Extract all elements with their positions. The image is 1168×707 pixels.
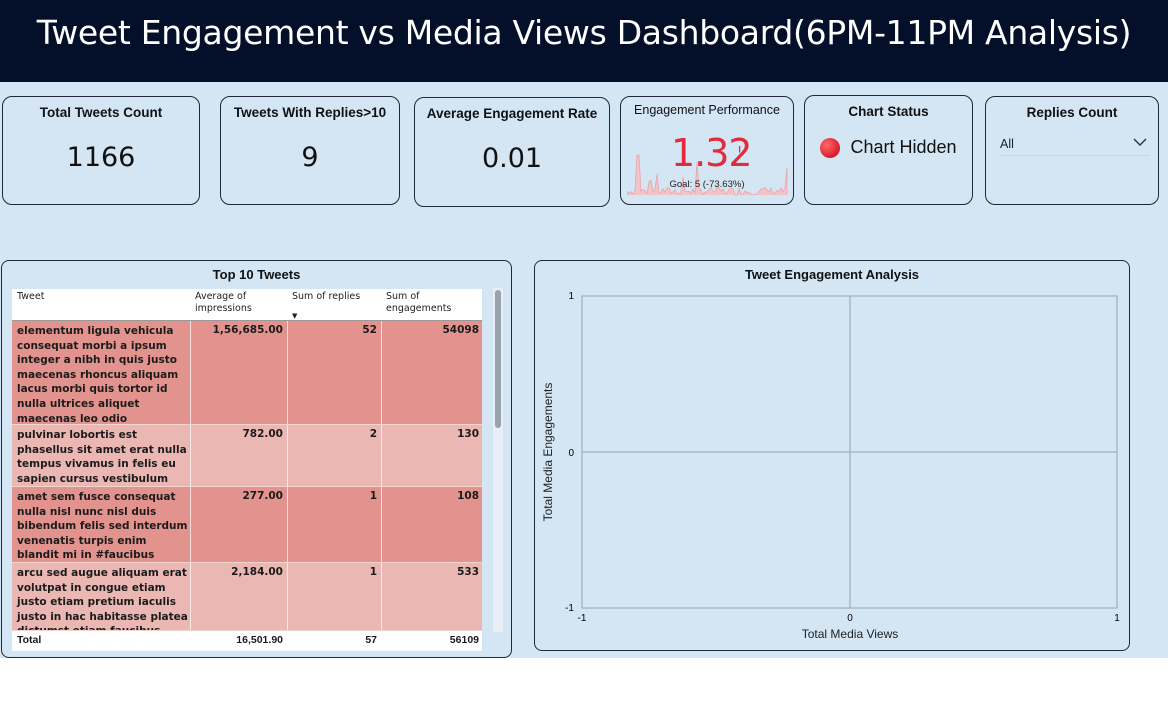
column-separator: [381, 487, 382, 562]
column-header-impressions[interactable]: Average of impressions: [195, 291, 252, 314]
engagement-performance-card[interactable]: Engagement Performance 1.32 ! Goal: 5 (-…: [620, 96, 794, 205]
x-axis-label: Total Media Views: [802, 627, 899, 641]
cell-engagements: 54098: [442, 324, 479, 336]
column-separator: [190, 487, 191, 562]
total-tweets-title: Total Tweets Count: [39, 105, 163, 120]
chart-status-title: Chart Status: [848, 104, 929, 119]
totals-replies: 57: [365, 634, 377, 646]
chart-status-card[interactable]: Chart Status Chart Hidden: [804, 95, 973, 205]
top-tweets-table: Tweet Average of impressions ▼ Sum of re…: [12, 289, 482, 651]
average-engagement-title: Average Engagement Rate: [426, 106, 598, 121]
chart-status-text: Chart Hidden: [850, 137, 957, 157]
cell-impressions: 2,184.00: [231, 566, 283, 578]
chevron-down-icon[interactable]: [1132, 135, 1148, 152]
y-tick-label: -1: [565, 603, 574, 614]
status-dot-icon: [820, 137, 841, 158]
engagement-analysis-panel: Tweet Engagement Analysis: [534, 260, 1130, 651]
engagement-performance-value: 1.32: [671, 131, 753, 175]
cell-replies: 2: [369, 428, 377, 440]
column-separator: [381, 563, 382, 630]
engagement-goal-text: Goal: 5 (-73.63%): [669, 179, 745, 190]
replies-count-dropdown[interactable]: All: [1000, 137, 1150, 156]
total-tweets-value: 1166: [66, 142, 136, 173]
column-separator: [287, 425, 288, 486]
cell-replies: 1: [369, 490, 377, 502]
y-axis-label: Total Media Engagements: [541, 383, 555, 522]
table-row[interactable]: arcu sed augue aliquam erat volutpat in …: [12, 563, 482, 631]
column-header-engagements[interactable]: Sum of engagements: [386, 291, 452, 314]
scatter-title: Tweet Engagement Analysis: [744, 267, 920, 282]
scrollbar-thumb[interactable]: [495, 290, 501, 428]
cell-impressions: 782.00: [242, 428, 283, 440]
tweets-with-replies-card[interactable]: Tweets With Replies>10 9: [220, 96, 400, 205]
top-tweets-panel: Top 10 Tweets Tweet Average of impressio…: [1, 260, 512, 658]
cell-tweet: elementum ligula vehicula consequat morb…: [17, 325, 179, 425]
engagement-warning-icon: !: [737, 145, 743, 160]
top-tweets-title: Top 10 Tweets: [212, 267, 301, 282]
cell-replies: 1: [369, 566, 377, 578]
cell-replies: 52: [362, 324, 377, 336]
totals-impressions: 16,501.90: [236, 634, 283, 646]
column-separator: [287, 563, 288, 630]
cell-engagements: 130: [457, 428, 479, 440]
engagement-performance-title: Engagement Performance: [634, 103, 780, 117]
cell-impressions: 1,56,685.00: [212, 324, 283, 336]
column-separator: [287, 487, 288, 562]
cell-engagements: 108: [457, 490, 479, 502]
table-scrollbar[interactable]: [493, 288, 503, 632]
replies-count-selected: All: [1000, 137, 1014, 151]
x-tick-label: -1: [578, 613, 587, 624]
cell-tweet: arcu sed augue aliquam erat volutpat in …: [17, 567, 188, 630]
cell-tweet: pulvinar lobortis est phasellus sit amet…: [17, 429, 187, 485]
column-header-tweet[interactable]: Tweet: [17, 291, 45, 302]
y-tick-label: 0: [568, 448, 574, 459]
cell-engagements: 533: [457, 566, 479, 578]
table-row[interactable]: pulvinar lobortis est phasellus sit amet…: [12, 425, 482, 487]
table-header: Tweet Average of impressions ▼ Sum of re…: [12, 289, 482, 321]
x-tick-label: 1: [1114, 613, 1120, 624]
table-body: elementum ligula vehicula consequat morb…: [12, 321, 482, 631]
dashboard-title: Tweet Engagement vs Media Views Dashboar…: [36, 13, 1132, 52]
average-engagement-value: 0.01: [481, 143, 543, 174]
column-separator: [287, 321, 288, 424]
column-separator: [381, 321, 382, 424]
replies-count-slicer[interactable]: Replies Count All: [985, 96, 1159, 205]
cell-impressions: 277.00: [242, 490, 283, 502]
totals-label: Total: [17, 634, 42, 646]
column-separator: [190, 425, 191, 486]
cell-tweet: amet sem fusce consequat nulla nisl nunc…: [17, 491, 188, 562]
y-tick-label: 1: [568, 291, 574, 302]
column-separator: [190, 563, 191, 630]
dashboard-header: Tweet Engagement vs Media Views Dashboar…: [0, 0, 1168, 82]
totals-engagements: 56109: [449, 634, 479, 646]
replies-count-title: Replies Count: [1026, 105, 1118, 120]
tweets-with-replies-value: 9: [301, 142, 319, 173]
tweets-with-replies-title: Tweets With Replies>10: [233, 105, 387, 120]
table-row[interactable]: amet sem fusce consequat nulla nisl nunc…: [12, 487, 482, 563]
x-tick-label: 0: [847, 613, 853, 624]
engagement-sparkline: [627, 154, 788, 196]
table-totals-row: Total 16,501.90 57 56109: [12, 631, 482, 649]
total-tweets-card[interactable]: Total Tweets Count 1166: [2, 96, 200, 205]
table-row[interactable]: elementum ligula vehicula consequat morb…: [12, 321, 482, 425]
chart-status-row: Chart Hidden: [805, 137, 972, 158]
average-engagement-card[interactable]: Average Engagement Rate 0.01: [414, 97, 610, 207]
scatter-chart[interactable]: 1 0 -1 -1 0 1 Total Media Views Total Me…: [534, 260, 1130, 651]
column-separator: [381, 425, 382, 486]
column-separator: [190, 321, 191, 424]
column-header-replies[interactable]: Sum of replies: [292, 291, 361, 302]
sort-descending-icon: ▼: [292, 312, 298, 320]
